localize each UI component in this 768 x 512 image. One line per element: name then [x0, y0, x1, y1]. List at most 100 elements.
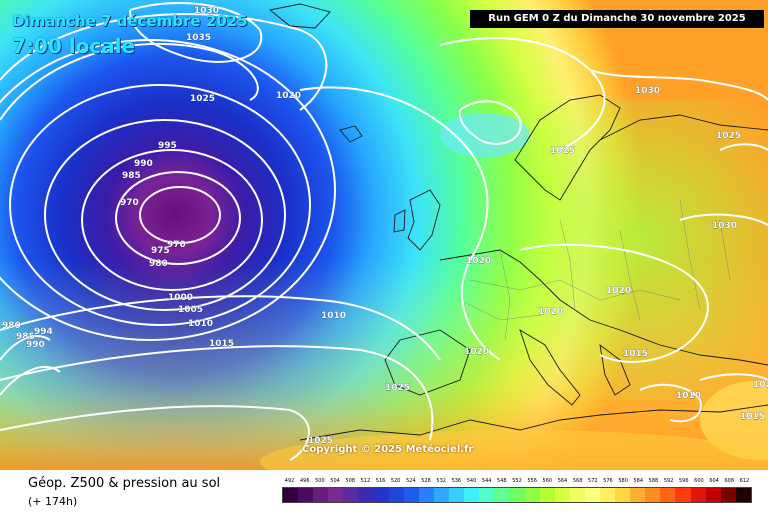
scale-label: 612	[739, 478, 750, 484]
scale-label: 592	[663, 478, 674, 484]
parameter-title: Géop. Z500 & pression au sol	[28, 476, 221, 491]
map-legend-footer: Géop. Z500 & pression au sol (+ 174h) 49…	[0, 470, 768, 512]
scale-bar	[282, 487, 752, 503]
isobar-label: 1000	[168, 293, 193, 303]
scale-label: 524	[406, 478, 416, 484]
isobar-label: 1015	[740, 412, 765, 422]
isobar-label: 1030	[635, 86, 660, 96]
isobar-label: 1015	[209, 339, 234, 349]
scale-swatch	[373, 488, 389, 502]
isobar-label: 985	[16, 332, 35, 342]
isobar-label: 1030	[194, 6, 219, 16]
scale-label: 552	[512, 478, 522, 484]
scale-label: 588	[648, 478, 659, 484]
scale-swatch	[524, 488, 540, 502]
scale-swatch	[569, 488, 585, 502]
isobar-label: 1010	[676, 391, 701, 401]
scale-label: 548	[497, 478, 507, 484]
scale-label: 604	[709, 478, 719, 484]
isobar-label: 990	[134, 159, 153, 169]
model-run-banner: Run GEM 0 Z du Dimanche 30 novembre 2025	[470, 10, 764, 28]
scale-label: 572	[588, 478, 598, 484]
isobar-label: 1015	[623, 349, 648, 359]
scale-label: 564	[557, 478, 568, 484]
country-borders	[459, 199, 731, 341]
scale-swatch	[705, 488, 721, 502]
isobar-label: 990	[26, 340, 45, 350]
isobar-label: 970	[167, 240, 186, 250]
scale-swatch	[615, 488, 631, 502]
scale-swatch	[509, 488, 525, 502]
scale-label: 532	[436, 478, 446, 484]
scale-swatch	[645, 488, 661, 502]
isobar-label: 1020	[538, 307, 563, 317]
isobar-label: 1005	[178, 305, 203, 315]
scale-label: 540	[466, 478, 477, 484]
scale-label: 568	[572, 478, 583, 484]
scale-label: 600	[694, 478, 704, 484]
scale-label: 496	[299, 478, 310, 484]
scale-label: 544	[481, 478, 492, 484]
forecast-map: 1030 1035 1025 1020 995 990 985 970 970 …	[0, 0, 768, 470]
scale-label: 508	[345, 478, 355, 484]
isobar-label: 975	[151, 246, 170, 256]
isobar-label: 985	[122, 171, 141, 181]
isobar-label: 1025	[308, 436, 333, 446]
isobar-label: 1025	[385, 383, 410, 393]
scale-swatch	[433, 488, 450, 502]
scale-swatch	[358, 488, 374, 502]
scale-swatch	[554, 488, 570, 502]
scale-swatch	[418, 488, 434, 502]
scale-swatch	[328, 488, 344, 502]
isobar-label: 1035	[186, 33, 211, 43]
isobar-label: 1020	[464, 347, 489, 357]
forecast-local-time: 7:00 locale	[12, 34, 136, 58]
scale-label: 516	[375, 478, 386, 484]
scale-swatch	[660, 488, 676, 502]
scale-label: 560	[542, 478, 553, 484]
isobar-label: 980	[149, 259, 168, 269]
scale-label: 504	[330, 478, 340, 484]
isobar-label: 1010	[321, 311, 346, 321]
scale-label: 520	[390, 478, 401, 484]
isobar-labels: 1030 1035 1025 1020 995 990 985 970 970 …	[2, 6, 768, 446]
isobar-label: 102	[753, 380, 768, 390]
scale-label: 556	[527, 478, 537, 484]
scale-label: 608	[724, 478, 735, 484]
isobar-label: 1020	[606, 286, 631, 296]
geopotential-color-scale: 492 496 500 504 508 512 516 520 524 528 532 536 540 5…	[282, 477, 752, 505]
isobar-label: 995	[158, 141, 177, 151]
scale-swatch	[388, 488, 404, 502]
scale-swatch	[494, 488, 510, 502]
scale-swatch	[690, 488, 706, 502]
scale-label: 596	[678, 478, 689, 484]
scale-swatch	[735, 488, 751, 502]
scale-swatch	[675, 488, 691, 502]
isobar-label: 1025	[190, 94, 215, 104]
scale-labels: 492 496 500 504 508 512 516 520 524 528 532 536 540 5…	[282, 477, 752, 486]
scale-swatch	[539, 488, 555, 502]
scale-label: 528	[421, 478, 431, 484]
isobar-label: 1030	[712, 221, 737, 231]
scale-label: 536	[451, 478, 462, 484]
lead-time: (+ 174h)	[28, 495, 78, 508]
scale-label: 580	[618, 478, 628, 484]
isobar-label: 1010	[188, 319, 213, 329]
scale-label: 500	[315, 478, 325, 484]
isobar-label: 970	[120, 198, 139, 208]
isobar-label: 1020	[276, 91, 301, 101]
scale-swatch	[599, 488, 616, 502]
isobar-label: 1025	[716, 131, 741, 141]
scale-swatch	[584, 488, 600, 502]
copyright-notice: Copyright © 2025 Météociel.fr	[302, 444, 474, 455]
scale-swatch	[464, 488, 480, 502]
scale-label: 512	[360, 478, 371, 484]
scale-swatch	[720, 488, 736, 502]
isobars	[0, 1, 768, 461]
scale-swatch	[630, 488, 646, 502]
scale-label: 576	[603, 478, 613, 484]
scale-swatch	[313, 488, 329, 502]
scale-label: 492	[284, 478, 295, 484]
scale-swatch	[403, 488, 419, 502]
